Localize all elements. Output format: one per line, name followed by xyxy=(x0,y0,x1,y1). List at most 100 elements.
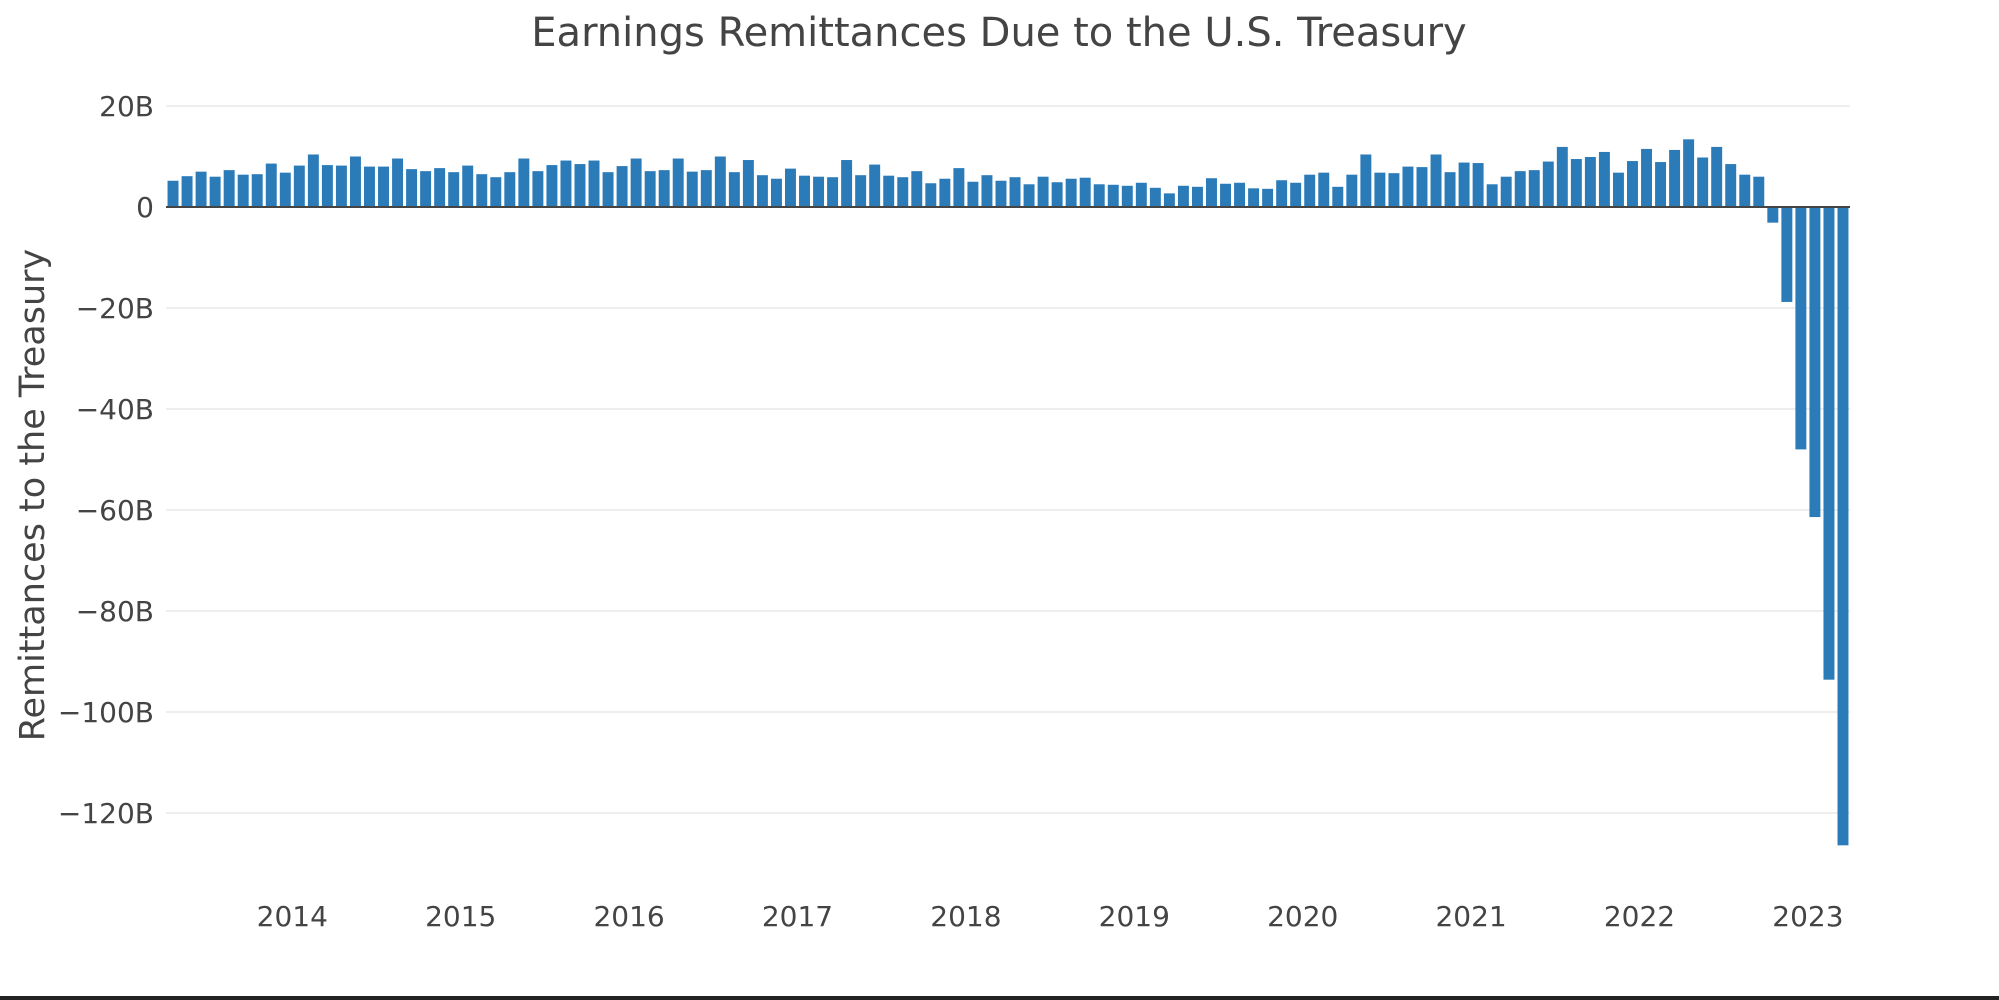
bar xyxy=(742,160,754,207)
bar xyxy=(1781,207,1793,302)
bar xyxy=(770,178,782,207)
bar xyxy=(911,171,923,207)
bar xyxy=(1837,207,1849,846)
bar xyxy=(1290,182,1302,207)
bar xyxy=(1220,183,1231,207)
gridlines xyxy=(166,105,1850,814)
bar xyxy=(799,175,810,207)
bar xyxy=(1388,173,1400,207)
bar xyxy=(728,172,740,207)
bar xyxy=(1612,172,1624,207)
bar xyxy=(504,172,516,207)
bar xyxy=(1444,172,1456,207)
bar xyxy=(897,177,909,207)
bar xyxy=(855,175,867,207)
bar xyxy=(1500,176,1512,207)
bar xyxy=(1079,177,1091,207)
bar xyxy=(1262,188,1274,207)
bar xyxy=(167,180,179,207)
bar xyxy=(1304,174,1316,207)
bar xyxy=(602,172,614,207)
x-tick-label: 2015 xyxy=(425,900,496,933)
bar xyxy=(265,163,277,207)
bar xyxy=(1528,170,1540,207)
bar xyxy=(476,174,488,207)
bar xyxy=(420,171,432,207)
bar xyxy=(223,170,235,207)
bar xyxy=(1051,182,1063,207)
bar xyxy=(869,164,881,207)
bar xyxy=(1191,186,1203,207)
bar xyxy=(378,166,389,207)
bar xyxy=(1753,176,1765,207)
bar xyxy=(237,174,249,207)
bar xyxy=(1234,182,1246,207)
bar xyxy=(1065,178,1077,207)
x-tick-label: 2019 xyxy=(1099,900,1170,933)
bar xyxy=(1697,157,1709,207)
y-axis-ticks: 20B 0 −20B −40B −60B −80B −100B −120B xyxy=(58,90,154,830)
bar xyxy=(925,183,937,207)
bar xyxy=(1037,176,1049,207)
bar xyxy=(1767,207,1779,223)
bar xyxy=(686,171,698,207)
bar xyxy=(1823,207,1835,680)
bar xyxy=(1177,185,1189,207)
bar xyxy=(841,160,853,207)
bar xyxy=(518,158,530,207)
bar xyxy=(1360,154,1372,207)
bar xyxy=(1458,162,1470,207)
y-tick-label: −100B xyxy=(58,696,154,729)
bar xyxy=(434,168,446,207)
bar xyxy=(251,174,263,207)
x-tick-label: 2017 xyxy=(762,900,833,933)
bar xyxy=(392,158,404,207)
bar xyxy=(335,165,347,207)
bar xyxy=(364,166,375,207)
bar xyxy=(279,172,291,207)
x-tick-label: 2018 xyxy=(930,900,1001,933)
bar xyxy=(1149,187,1161,207)
y-tick-label: −120B xyxy=(58,797,154,830)
bar xyxy=(349,156,361,207)
bar xyxy=(1009,177,1021,207)
bar xyxy=(1711,146,1723,207)
bar xyxy=(1416,167,1428,207)
bar xyxy=(714,156,726,207)
bar xyxy=(1795,207,1807,450)
bar xyxy=(1655,162,1667,207)
bar xyxy=(1318,172,1330,207)
bar xyxy=(1627,161,1638,207)
bar xyxy=(181,176,193,207)
y-tick-label: 0 xyxy=(136,191,154,224)
bar xyxy=(953,168,965,207)
bar xyxy=(1641,148,1652,207)
bar xyxy=(1023,184,1035,207)
bar xyxy=(981,175,993,207)
chart-title: Earnings Remittances Due to the U.S. Tre… xyxy=(531,10,1466,56)
bar xyxy=(1346,174,1358,207)
x-tick-label: 2014 xyxy=(257,900,328,933)
bar xyxy=(560,160,572,207)
bar xyxy=(616,166,628,207)
bar xyxy=(532,171,544,207)
bar xyxy=(1163,193,1175,207)
x-tick-label: 2021 xyxy=(1435,900,1506,933)
x-axis-ticks: 2014 2015 2016 2017 2018 2019 2020 2021 2022 2023 xyxy=(257,900,1844,933)
bar xyxy=(1374,172,1386,207)
bar xyxy=(1430,154,1442,207)
bar xyxy=(293,165,305,207)
bar xyxy=(448,172,460,207)
bar xyxy=(1725,164,1737,207)
bar xyxy=(995,180,1007,207)
bar xyxy=(658,170,670,207)
bar xyxy=(462,165,474,207)
bar xyxy=(1556,146,1568,207)
bar xyxy=(490,177,502,207)
x-tick-label: 2016 xyxy=(593,900,664,933)
bar xyxy=(1514,171,1526,207)
bar xyxy=(1486,184,1498,207)
bar xyxy=(209,176,221,207)
bar xyxy=(1248,188,1260,207)
